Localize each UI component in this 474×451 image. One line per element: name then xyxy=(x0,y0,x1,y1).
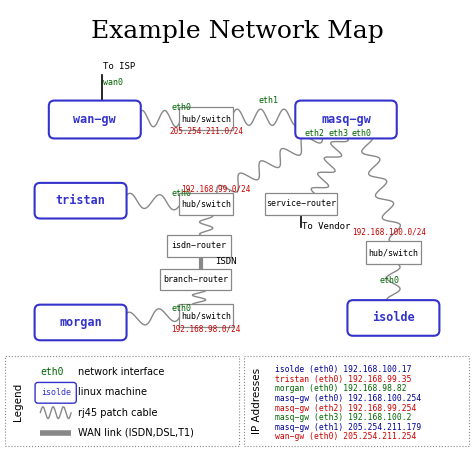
Text: hub/switch: hub/switch xyxy=(181,311,231,320)
Text: WAN link (ISDN,DSL,T1): WAN link (ISDN,DSL,T1) xyxy=(78,428,194,438)
FancyBboxPatch shape xyxy=(295,101,397,138)
Text: tristan (eth0) 192.168.99.35: tristan (eth0) 192.168.99.35 xyxy=(275,375,411,384)
FancyBboxPatch shape xyxy=(49,101,141,138)
Bar xyxy=(244,356,469,446)
Text: rj45 patch cable: rj45 patch cable xyxy=(78,408,158,418)
Text: masq−gw: masq−gw xyxy=(321,113,371,126)
FancyBboxPatch shape xyxy=(35,382,76,403)
Text: linux machine: linux machine xyxy=(78,387,147,397)
Text: masq−gw (eth3) 192.168.100.2: masq−gw (eth3) 192.168.100.2 xyxy=(275,413,411,422)
Text: wan0: wan0 xyxy=(103,78,123,87)
Text: ISDN: ISDN xyxy=(215,257,236,266)
Text: network interface: network interface xyxy=(78,367,164,377)
Text: eth0: eth0 xyxy=(352,129,372,138)
Text: 192.168.99.0/24: 192.168.99.0/24 xyxy=(181,184,250,193)
Text: hub/switch: hub/switch xyxy=(181,199,231,208)
Text: isolde: isolde xyxy=(372,312,415,324)
Text: To ISP: To ISP xyxy=(103,62,136,71)
Text: eth0: eth0 xyxy=(172,189,191,198)
Text: eth0: eth0 xyxy=(172,304,191,313)
Text: 192.168.100.0/24: 192.168.100.0/24 xyxy=(352,228,426,237)
Text: isolde (eth0) 192.168.100.17: isolde (eth0) 192.168.100.17 xyxy=(275,365,411,374)
FancyBboxPatch shape xyxy=(160,269,231,290)
Text: eth1: eth1 xyxy=(258,96,278,105)
Text: Legend: Legend xyxy=(13,382,23,420)
Text: branch−router: branch−router xyxy=(163,275,228,284)
Text: hub/switch: hub/switch xyxy=(181,114,231,123)
Text: hub/switch: hub/switch xyxy=(368,248,419,257)
Text: isolde: isolde xyxy=(41,388,71,397)
Text: isdn−router: isdn−router xyxy=(172,241,227,250)
Text: wan−gw: wan−gw xyxy=(73,113,116,126)
Text: masq−gw (eth2) 192.168.99.254: masq−gw (eth2) 192.168.99.254 xyxy=(275,404,416,413)
FancyBboxPatch shape xyxy=(179,304,233,327)
FancyBboxPatch shape xyxy=(366,241,420,264)
Text: tristan: tristan xyxy=(55,194,106,207)
Text: wan−gw (eth0) 205.254.211.254: wan−gw (eth0) 205.254.211.254 xyxy=(275,433,416,442)
Text: Example Network Map: Example Network Map xyxy=(91,20,383,43)
FancyBboxPatch shape xyxy=(35,183,127,218)
FancyBboxPatch shape xyxy=(35,305,127,341)
Text: morgan: morgan xyxy=(59,316,102,329)
Text: masq−gw (eth0) 192.168.100.254: masq−gw (eth0) 192.168.100.254 xyxy=(275,394,421,403)
Text: 205.254.211.0/24: 205.254.211.0/24 xyxy=(169,126,243,135)
Text: To Vendor: To Vendor xyxy=(302,222,351,231)
Text: service−router: service−router xyxy=(266,199,336,208)
Text: masq−gw (eth1) 205.254.211.179: masq−gw (eth1) 205.254.211.179 xyxy=(275,423,421,432)
Text: eth2: eth2 xyxy=(304,129,324,138)
FancyBboxPatch shape xyxy=(347,300,439,336)
Text: eth0: eth0 xyxy=(172,103,191,112)
FancyBboxPatch shape xyxy=(167,235,231,257)
Text: morgan (eth0) 192.168.98.82: morgan (eth0) 192.168.98.82 xyxy=(275,385,407,393)
Text: IP Addresses: IP Addresses xyxy=(252,368,263,434)
Text: eth0: eth0 xyxy=(40,367,64,377)
Text: eth0: eth0 xyxy=(379,276,399,285)
FancyBboxPatch shape xyxy=(179,193,233,215)
Text: eth3: eth3 xyxy=(329,129,349,138)
Text: 192.168.98.0/24: 192.168.98.0/24 xyxy=(172,325,241,334)
FancyBboxPatch shape xyxy=(179,107,233,130)
FancyBboxPatch shape xyxy=(265,193,337,215)
Bar xyxy=(5,356,239,446)
